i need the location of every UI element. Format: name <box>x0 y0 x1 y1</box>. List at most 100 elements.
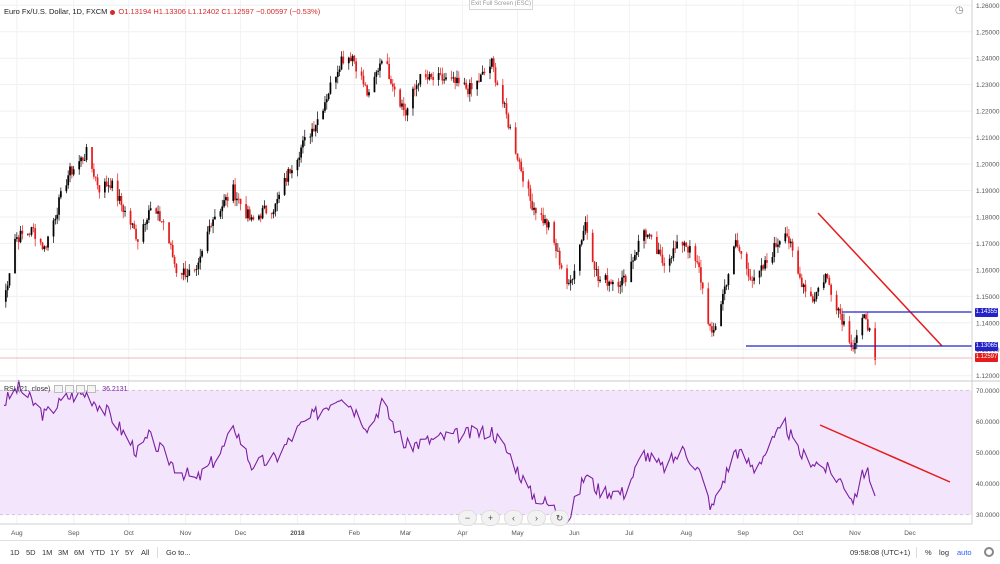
candle-body <box>133 223 136 229</box>
candle-body <box>349 57 352 62</box>
candle-body <box>740 250 743 254</box>
eye-icon[interactable] <box>54 385 64 393</box>
rsi-line <box>3 379 876 524</box>
candle-body <box>419 74 422 85</box>
percent-scale-toggle[interactable]: % <box>925 548 932 557</box>
price-trendline[interactable] <box>817 212 943 347</box>
log-scale-toggle[interactable]: log <box>939 548 950 557</box>
candle-body <box>745 253 748 269</box>
candle-body <box>817 287 820 292</box>
auto-scale-toggle[interactable]: auto <box>957 548 972 557</box>
reset-chart-button[interactable]: ↻ <box>550 510 569 526</box>
candle-body <box>129 210 132 225</box>
rsi-trendline[interactable] <box>819 424 951 483</box>
candle-body <box>276 199 279 204</box>
zoom-in-button[interactable]: + <box>481 510 500 526</box>
candle-body <box>522 171 524 182</box>
candle-body <box>578 244 581 271</box>
range-ytd-button[interactable]: YTD <box>90 548 105 557</box>
candle-body <box>643 230 645 241</box>
symbol-title[interactable]: Euro Fx/U.S. Dollar, 1D, FXCM <box>4 7 108 16</box>
candle-body <box>391 83 394 87</box>
candle-body <box>668 258 671 266</box>
time-tick-label: 2018 <box>290 530 305 537</box>
candle-body <box>529 188 532 201</box>
candle-body <box>28 233 31 235</box>
chart-canvas[interactable]: 1.120001.130001.140001.150001.160001.170… <box>0 0 1000 540</box>
candle-body <box>208 225 211 232</box>
candle-body <box>155 208 158 214</box>
candle-body <box>272 211 275 215</box>
candle-body <box>826 274 829 278</box>
rsi-tick-label: 60.0000 <box>976 419 1000 426</box>
candle-body <box>4 290 7 302</box>
candle-body <box>617 281 620 287</box>
range-1y-button[interactable]: 1Y <box>110 548 120 557</box>
candle-body <box>186 275 189 278</box>
candle-body <box>105 181 108 187</box>
candle-body <box>43 246 46 250</box>
candle-body <box>144 224 147 225</box>
candle-body <box>441 74 444 81</box>
candle-body <box>81 157 84 161</box>
candle-body <box>855 335 858 343</box>
candle-body <box>734 240 737 247</box>
range-3m-button[interactable]: 3M <box>58 548 69 557</box>
rsi-title[interactable]: RSI (21, close) <box>4 385 51 393</box>
candle-body <box>236 198 238 201</box>
goto-date-button[interactable]: Go to... <box>166 548 191 557</box>
candle-body <box>336 72 339 78</box>
exit-fullscreen-button[interactable]: Exit Full Screen (ESC) <box>469 0 533 10</box>
candle-body <box>426 77 429 80</box>
price-tick-label: 1.23000 <box>976 82 1000 89</box>
candle-body <box>160 221 163 223</box>
candle-body <box>142 224 145 242</box>
candle-body <box>195 268 198 270</box>
candle-body <box>707 288 710 324</box>
rsi-tick-label: 40.0000 <box>976 481 1000 488</box>
candle-body <box>107 185 110 187</box>
close-icon[interactable] <box>76 385 86 393</box>
candle-body <box>558 250 561 265</box>
candle-body <box>762 265 765 269</box>
scroll-right-button[interactable]: › <box>527 510 546 526</box>
candle-body <box>749 276 752 280</box>
candle-body <box>533 207 535 210</box>
ohlc-values: O1.13194 H1.13306 L1.12402 C1.12597 −0.0… <box>118 7 321 16</box>
time-axis-labels: Aug Sep Oct Nov Dec 2018 Feb Mar Apr May Jun Jul Aug… <box>11 530 916 537</box>
candle-body <box>362 75 365 85</box>
candle-body <box>777 244 779 247</box>
time-icon[interactable]: ◷ <box>955 5 964 16</box>
zoom-out-button[interactable]: − <box>458 510 477 526</box>
candle-body <box>96 177 99 186</box>
candle-body <box>285 177 288 182</box>
candle-body <box>135 228 137 240</box>
range-1d-button[interactable]: 1D <box>10 548 20 557</box>
candle-body <box>170 243 172 245</box>
candle-body <box>542 214 545 224</box>
candle-body <box>775 243 777 247</box>
price-tag-text: 1.12597 <box>975 354 998 360</box>
candle-body <box>450 77 453 79</box>
range-5y-button[interactable]: 5Y <box>125 548 135 557</box>
range-5d-button[interactable]: 5D <box>26 548 36 557</box>
candle-body <box>874 328 877 360</box>
gear-icon[interactable] <box>984 547 994 557</box>
candle-body <box>701 282 704 289</box>
range-1m-button[interactable]: 1M <box>42 548 53 557</box>
candle-body <box>604 275 607 280</box>
candle-body <box>868 328 871 331</box>
range-all-button[interactable]: All <box>141 548 150 557</box>
settings-icon[interactable] <box>65 385 75 393</box>
scroll-left-button[interactable]: ‹ <box>504 510 523 526</box>
candle-body <box>239 198 242 204</box>
candle-body <box>597 268 600 282</box>
range-6m-button[interactable]: 6M <box>74 548 85 557</box>
candle-body <box>496 82 499 86</box>
candle-body <box>248 209 251 220</box>
candle-body <box>778 241 781 245</box>
more-icon[interactable] <box>87 385 97 393</box>
candle-body <box>237 198 240 200</box>
clock-timezone[interactable]: 09:58:08 (UTC+1) <box>850 548 911 557</box>
candle-body <box>335 77 337 83</box>
